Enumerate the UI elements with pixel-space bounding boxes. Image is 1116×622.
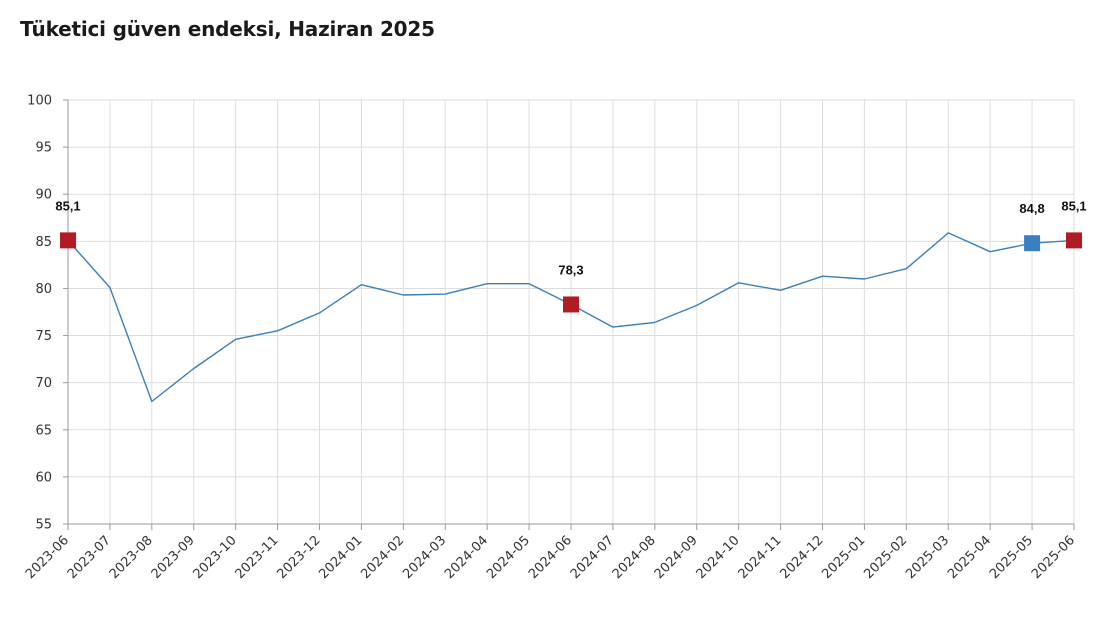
highlight-marker: [563, 296, 579, 313]
x-tick-label: 2025-06: [1029, 533, 1078, 582]
x-tick-label: 2023-12: [274, 533, 323, 582]
x-tick-label: 2023-07: [65, 533, 114, 582]
x-tick-label: 2025-05: [987, 533, 1036, 582]
y-tick-label: 80: [35, 282, 52, 297]
x-tick-label: 2024-10: [694, 533, 743, 582]
x-tick-label: 2025-03: [903, 533, 952, 582]
x-tick-label: 2024-07: [568, 533, 617, 582]
x-axis-ticks: 2023-062023-072023-082023-092023-102023-…: [23, 524, 1078, 582]
y-axis-ticks: 55 60 65 70 75 80 85 90 95 100: [27, 94, 68, 533]
x-tick-label: 2024-09: [652, 533, 701, 582]
data-label: 85,1: [1061, 198, 1086, 213]
highlight-markers: [60, 232, 1082, 313]
y-tick-label: 75: [35, 329, 52, 344]
chart-title: Tüketici güven endeksi, Haziran 2025: [20, 17, 435, 41]
y-tick-label: 90: [35, 188, 52, 203]
highlight-marker: [60, 232, 76, 249]
data-label: 78,3: [558, 262, 583, 277]
data-label: 85,1: [55, 198, 80, 213]
x-tick-label: 2025-04: [945, 533, 994, 582]
x-tick-label: 2024-12: [777, 533, 826, 582]
y-tick-label: 70: [35, 376, 52, 391]
data-labels: 85,1 78,3 84,8 85,1: [55, 198, 1086, 277]
x-tick-label: 2024-05: [484, 533, 533, 582]
y-tick-label: 60: [35, 470, 52, 485]
x-tick-label: 2025-01: [819, 533, 868, 582]
x-tick-label: 2024-06: [526, 533, 575, 582]
x-tick-label: 2024-01: [316, 533, 365, 582]
highlight-marker: [1024, 235, 1041, 252]
highlight-marker: [1066, 232, 1082, 249]
y-tick-label: 95: [35, 141, 52, 156]
data-label: 84,8: [1019, 201, 1044, 216]
x-tick-label: 2024-04: [442, 533, 491, 582]
x-tick-label: 2023-10: [191, 533, 240, 582]
x-tick-label: 2023-11: [233, 533, 282, 582]
x-tick-label: 2024-11: [736, 533, 785, 582]
y-tick-label: 55: [35, 518, 52, 533]
y-tick-label: 100: [27, 94, 52, 109]
x-tick-label: 2024-03: [400, 533, 449, 582]
y-tick-label: 65: [35, 423, 52, 438]
x-tick-label: 2025-02: [861, 533, 910, 582]
x-tick-label: 2024-08: [610, 533, 659, 582]
x-tick-label: 2024-02: [358, 533, 407, 582]
x-tick-label: 2023-06: [23, 533, 72, 582]
x-tick-label: 2023-08: [107, 533, 156, 582]
y-tick-label: 85: [35, 235, 52, 250]
x-tick-label: 2023-09: [149, 533, 198, 582]
